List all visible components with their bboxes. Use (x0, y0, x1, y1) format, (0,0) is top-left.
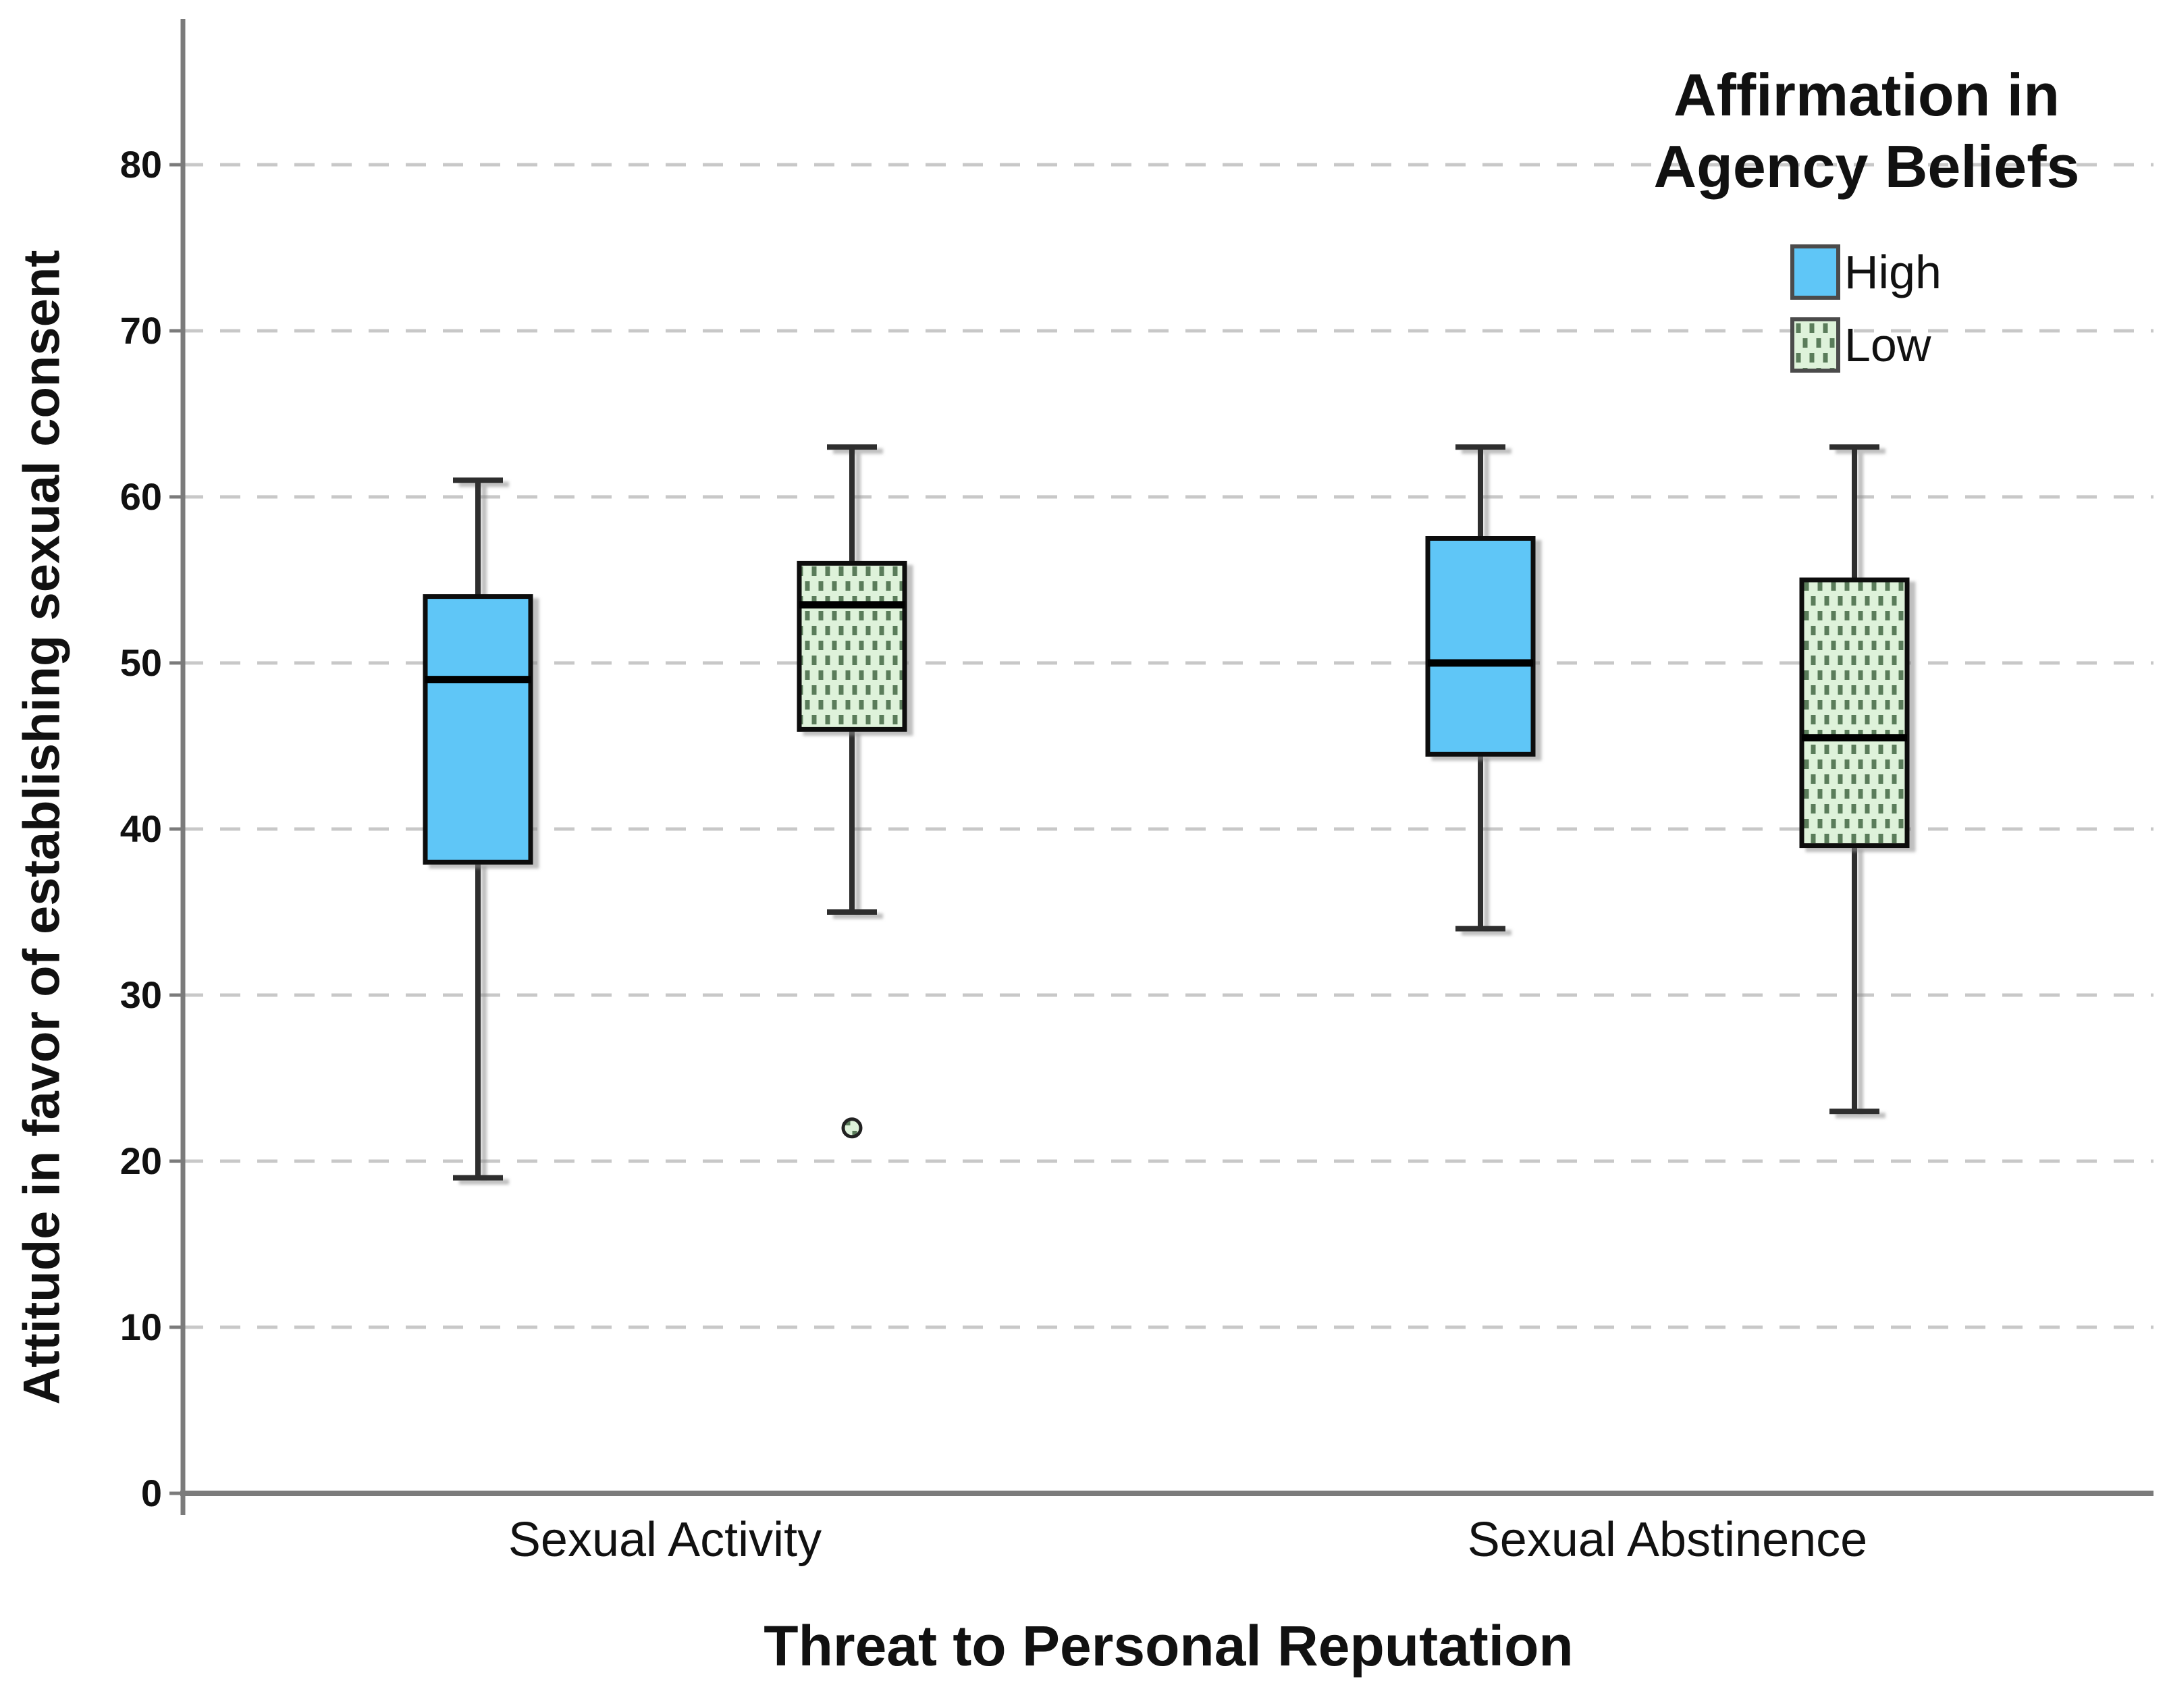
x-category-label-sexual-abstinence: Sexual Abstinence (1467, 1513, 1868, 1567)
legend-item-low: Low (1790, 317, 1931, 373)
boxplot-low-sexual-abstinence (1799, 444, 1910, 1115)
legend-label-low: Low (1844, 319, 1931, 371)
y-tick-label-50: 50 (120, 641, 162, 684)
boxplot-high-sexual-abstinence (1425, 444, 1536, 932)
y-tick-label-40: 40 (120, 807, 162, 850)
iqr-box (1425, 536, 1536, 757)
iqr-box (1799, 577, 1910, 849)
y-tick-label-60: 60 (120, 475, 162, 518)
boxplots (423, 444, 1910, 1181)
iqr-box (797, 560, 907, 732)
y-axis-title: Attitude in favor of establishing sexual… (13, 250, 71, 1405)
y-axis-ticks: 0 10 20 30 40 50 60 70 80 (120, 143, 183, 1514)
iqr-box (423, 594, 533, 865)
legend-swatch-high-icon (1790, 244, 1840, 300)
whisker (1455, 444, 1505, 932)
y-tick-label-70: 70 (120, 309, 162, 352)
x-category-label-sexual-activity: Sexual Activity (508, 1513, 822, 1567)
legend-title: Affirmation in Agency Beliefs (1653, 61, 2080, 200)
y-tick-label-80: 80 (120, 143, 162, 186)
legend-swatch-low-icon (1790, 317, 1840, 373)
legend-item-high: High (1790, 244, 1942, 300)
whisker (827, 444, 877, 915)
outlier-point (841, 1117, 863, 1139)
whisker (1829, 444, 1879, 1115)
legend-label-high: High (1844, 246, 1942, 298)
boxplot-high-sexual-activity (423, 477, 533, 1181)
y-tick-label-20: 20 (120, 1140, 162, 1182)
x-axis-title: Threat to Personal Reputation (764, 1614, 1574, 1678)
axes (180, 19, 2153, 1515)
y-tick-label-10: 10 (120, 1306, 162, 1348)
whisker (453, 477, 503, 1181)
y-tick-label-30: 30 (120, 973, 162, 1016)
y-tick-label-0: 0 (141, 1472, 162, 1514)
boxplot-low-sexual-activity (797, 444, 907, 1139)
